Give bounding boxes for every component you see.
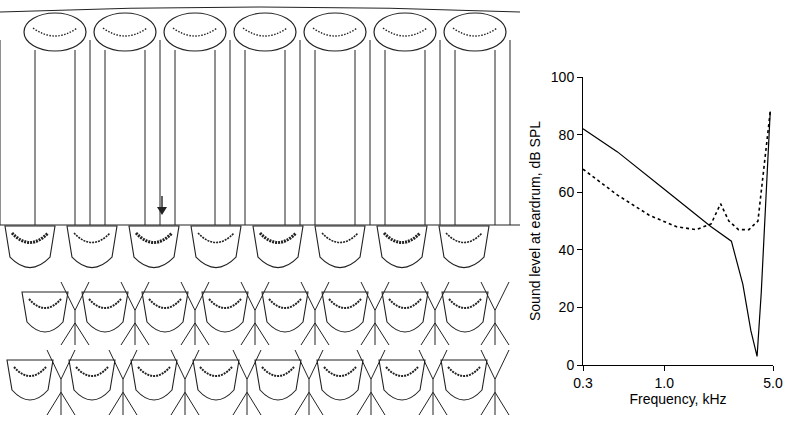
svg-text:0.3: 0.3 [573,375,593,391]
svg-text:100: 100 [551,69,575,85]
svg-text:Sound level at eardrum, dB SPL: Sound level at eardrum, dB SPL [527,121,543,321]
svg-text:60: 60 [559,184,575,200]
svg-text:1.0: 1.0 [655,375,675,391]
svg-text:80: 80 [559,127,575,143]
svg-text:5.0: 5.0 [763,375,783,391]
svg-text:40: 40 [559,242,575,258]
svg-text:0: 0 [566,357,574,373]
svg-text:20: 20 [559,299,575,315]
svg-text:Frequency, kHz: Frequency, kHz [630,391,727,407]
